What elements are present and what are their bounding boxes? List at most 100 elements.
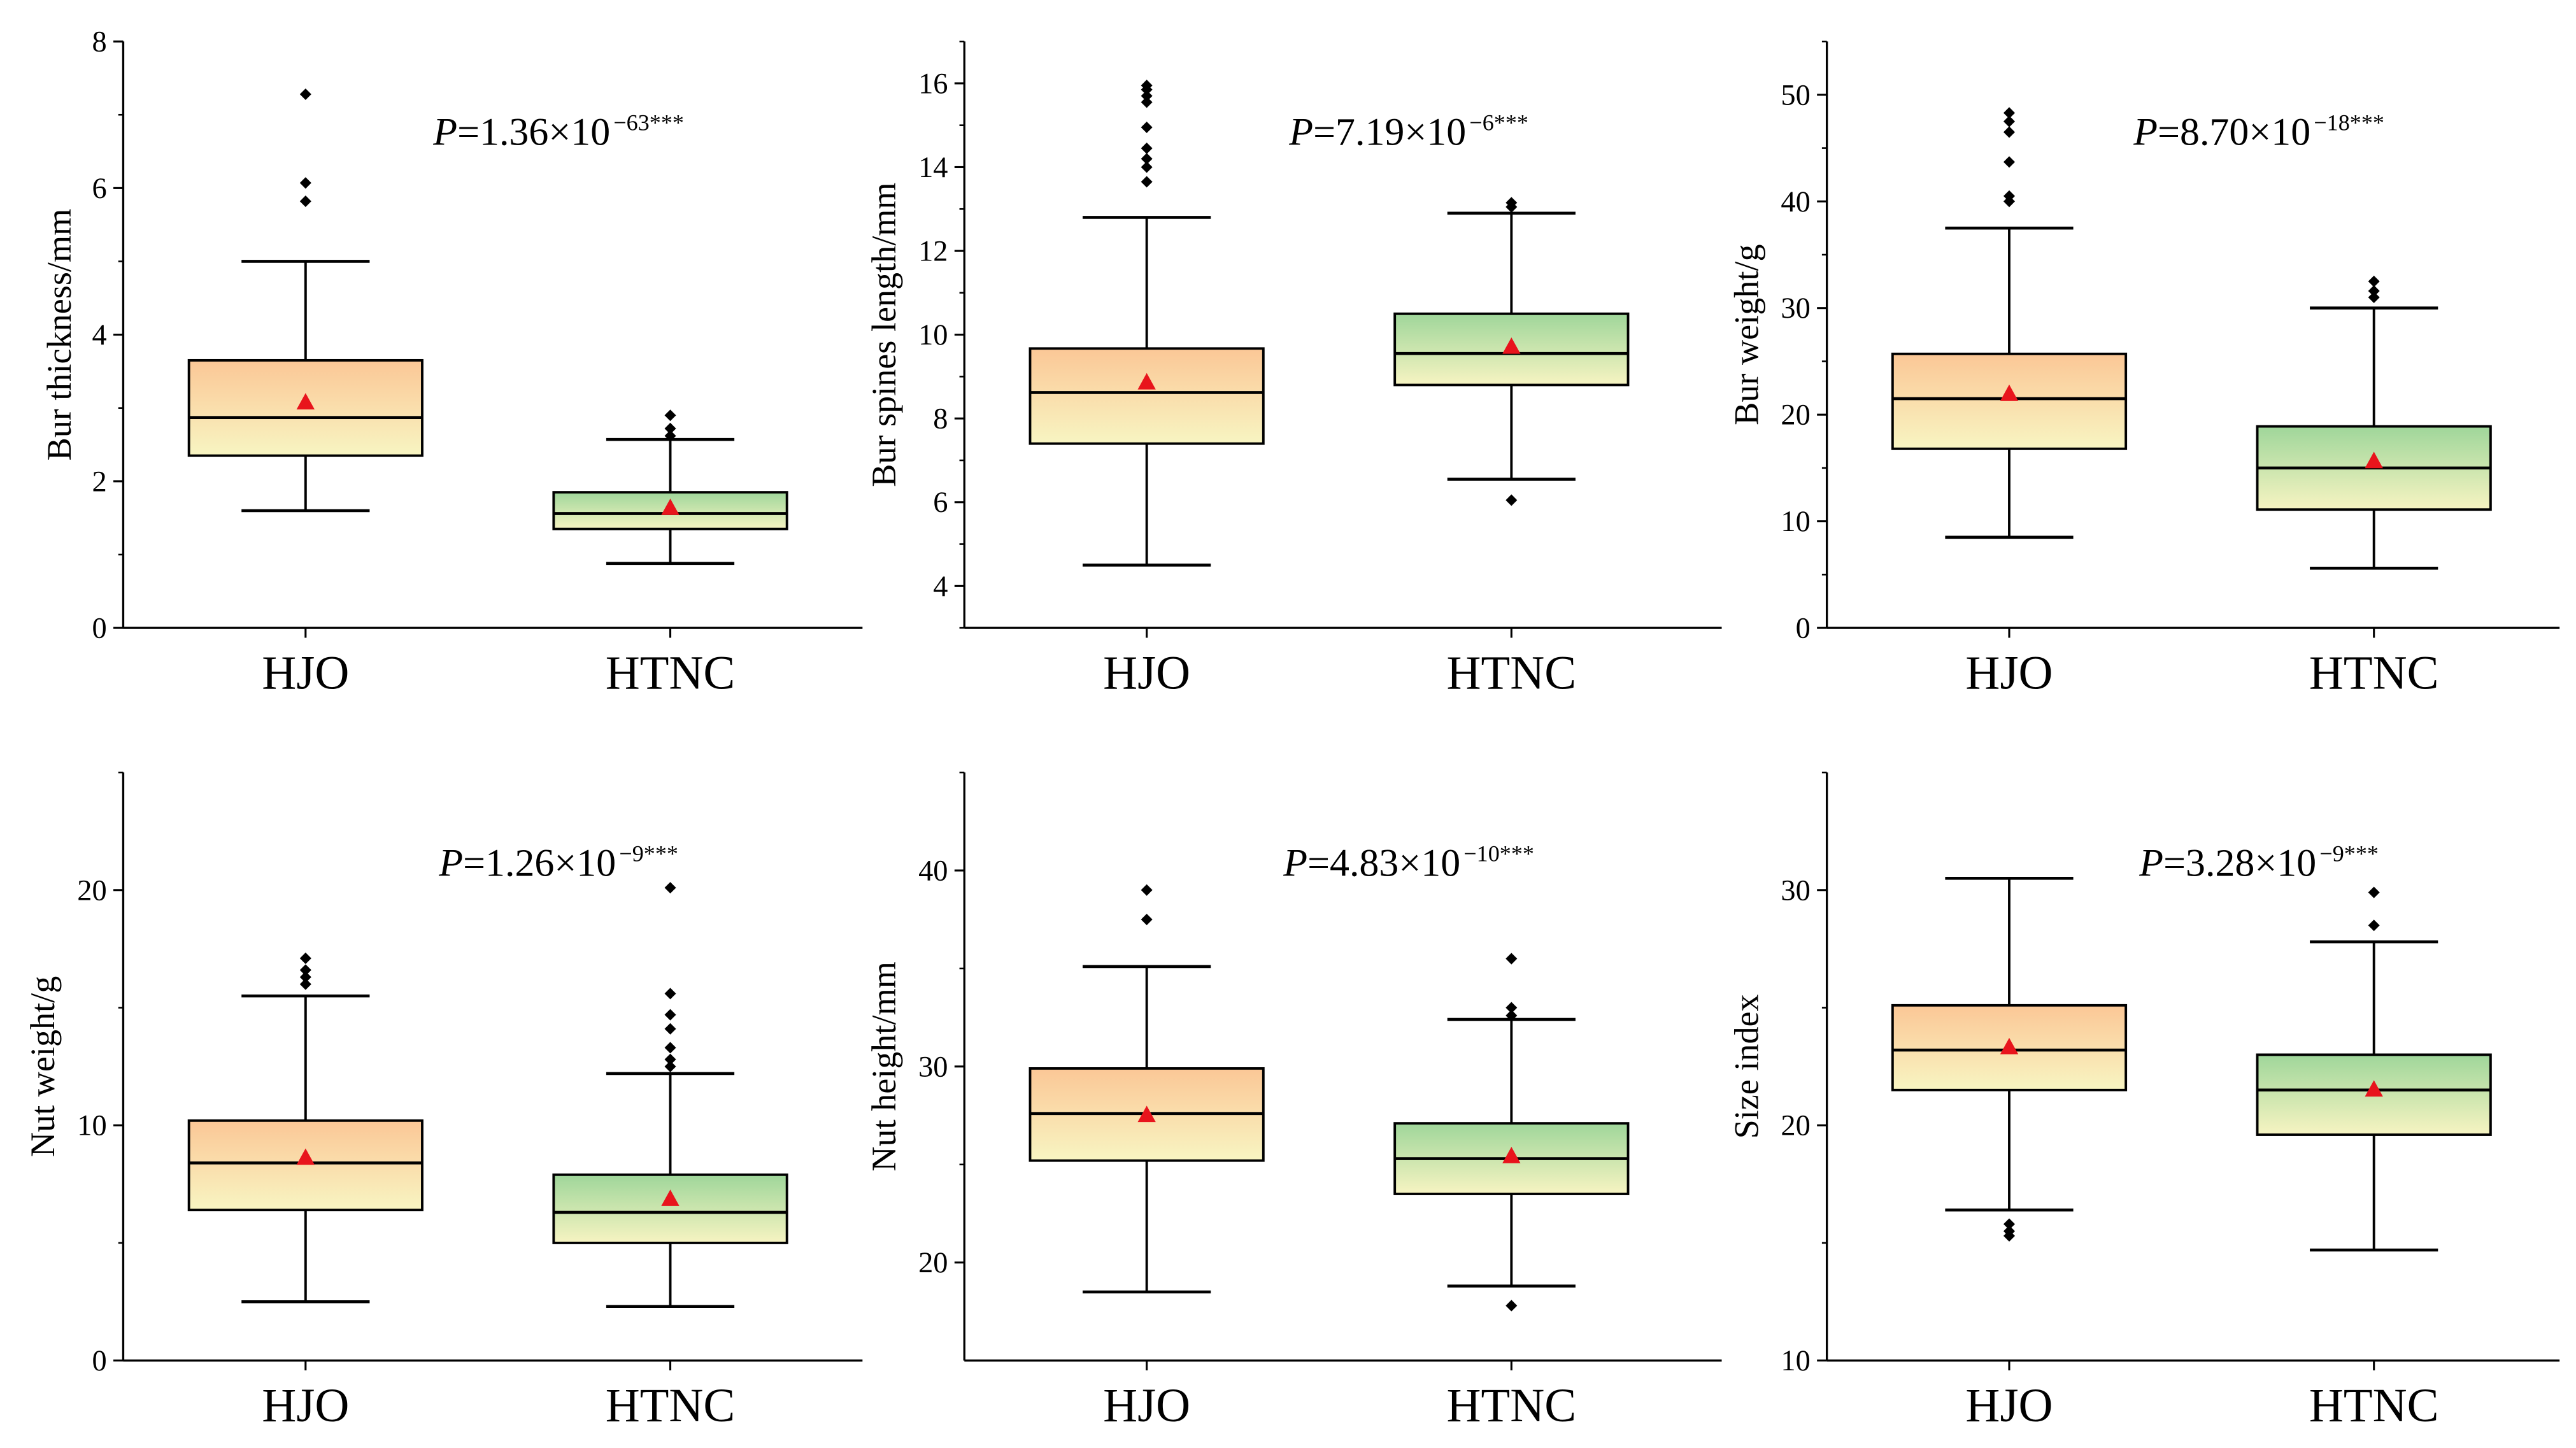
y-axis-label: Size index: [1727, 994, 1765, 1139]
box-hjo: HJO: [187, 952, 423, 1432]
significance-stars: ***: [644, 841, 678, 866]
outlier-point: [299, 964, 311, 976]
y-tick-label: 30: [1781, 292, 1810, 325]
chart-panel-3: 0 10 20 30 40 50 Bur weight/g P=8.70×10 −18*** HJ…: [1727, 40, 2560, 700]
p-value-annotation: P=1.36×10 −63***: [432, 110, 684, 153]
outlier-point: [1505, 1002, 1518, 1014]
outlier-point: [664, 1060, 676, 1072]
p-exponent: −9: [2319, 841, 2344, 866]
outlier-point: [2368, 886, 2380, 898]
outlier-point: [2368, 275, 2380, 287]
outlier-point: [664, 988, 676, 1000]
box-htnc: HTNC: [552, 409, 788, 700]
outlier-point: [1505, 953, 1518, 965]
p-equals: =: [1307, 842, 1330, 885]
y-tick-label: 50: [1781, 79, 1810, 111]
y-tick-label: 2: [92, 465, 106, 498]
outlier-point: [2003, 156, 2016, 168]
y-tick-label: 14: [918, 152, 948, 184]
p-mantissa: 1.36: [480, 111, 548, 154]
iqr-box: [1028, 347, 1265, 445]
outlier-point: [299, 952, 311, 964]
p-times-ten: ×10: [554, 842, 616, 885]
mean-marker: [661, 1189, 680, 1206]
y-tick-label: 10: [918, 319, 948, 351]
p-exponent: −9: [619, 841, 643, 866]
p-label: P: [432, 111, 457, 154]
x-tick-label: HTNC: [2309, 647, 2439, 700]
iqr-box: [1891, 352, 2128, 450]
outlier-point: [2003, 190, 2016, 202]
chart-panel-2: 4 6 8 10 12 14 16 Bur spines length/mm P=7.19×10…: [865, 40, 1722, 700]
p-value-annotation: P=4.83×10 −10***: [1283, 841, 1534, 884]
p-times-ten: ×10: [2254, 842, 2316, 885]
outlier-point: [2003, 126, 2016, 138]
y-tick-label: 6: [933, 486, 948, 519]
y-axis-label: Bur thickness/mm: [40, 209, 78, 461]
mean-marker: [2365, 451, 2383, 469]
outlier-point: [1141, 153, 1153, 165]
mean-marker: [2000, 384, 2019, 401]
outlier-point: [2368, 291, 2380, 304]
p-label: P: [2138, 842, 2163, 885]
p-exponent: −6: [1469, 110, 1493, 135]
x-tick-label: HTNC: [606, 647, 736, 700]
y-tick-label: 4: [933, 571, 948, 603]
p-label: P: [438, 842, 463, 885]
box-hjo: HJO: [1891, 107, 2128, 700]
y-tick-label: 20: [1781, 399, 1810, 432]
significance-stars: ***: [1494, 110, 1528, 135]
y-tick-label: 0: [92, 1345, 106, 1377]
p-equals: =: [1313, 111, 1335, 154]
mean-marker: [1137, 373, 1156, 390]
box-htnc: HTNC: [1393, 197, 1630, 700]
y-tick-label: 4: [92, 319, 106, 351]
y-tick-label: 30: [1781, 874, 1810, 907]
p-equals: =: [2158, 111, 2180, 154]
outlier-point: [2003, 1225, 2016, 1237]
p-exponent: −10: [1463, 841, 1499, 866]
chart-panel-5: 20 30 40 Nut height/mm P=4.83×10 −10*** HJO HTN…: [865, 771, 1722, 1432]
y-tick-label: 20: [77, 874, 106, 907]
x-tick-label: HTNC: [2309, 1379, 2439, 1432]
significance-stars: ***: [2344, 841, 2379, 866]
outlier-point: [1141, 90, 1153, 102]
y-tick-label: 40: [918, 855, 948, 888]
outlier-point: [664, 1023, 676, 1035]
p-label: P: [1288, 111, 1313, 154]
outlier-point: [1141, 884, 1153, 896]
outlier-point: [1141, 176, 1153, 188]
y-tick-label: 10: [77, 1110, 106, 1142]
p-equals: =: [457, 111, 480, 154]
outlier-point: [664, 1042, 676, 1054]
significance-stars: ***: [2350, 110, 2384, 135]
p-mantissa: 4.83: [1330, 842, 1398, 885]
box-hjo: HJO: [1891, 877, 2128, 1432]
outlier-point: [664, 430, 676, 442]
significance-stars: ***: [650, 110, 684, 135]
mean-marker: [2000, 1037, 2019, 1054]
outlier-point: [664, 1053, 676, 1065]
outlier-point: [2368, 919, 2380, 932]
y-tick-label: 10: [1781, 506, 1810, 538]
p-equals: =: [463, 842, 485, 885]
p-exponent: −18: [2314, 110, 2349, 135]
y-axis-label: Nut weight/g: [24, 976, 62, 1157]
y-tick-label: 30: [918, 1051, 948, 1083]
p-value-annotation: P=7.19×10 −6***: [1288, 110, 1528, 153]
p-times-ten: ×10: [2249, 111, 2310, 154]
significance-stars: ***: [1500, 841, 1534, 866]
x-tick-label: HTNC: [1447, 1379, 1577, 1432]
outlier-point: [664, 409, 676, 422]
y-tick-label: 20: [1781, 1110, 1810, 1142]
p-times-ten: ×10: [1398, 842, 1460, 885]
x-tick-label: HJO: [262, 647, 349, 700]
box-htnc: HTNC: [2256, 275, 2492, 700]
y-tick-label: 16: [918, 67, 948, 100]
outlier-point: [299, 177, 311, 189]
mean-marker: [661, 498, 680, 515]
mean-marker: [1502, 1147, 1521, 1163]
box-hjo: HJO: [187, 88, 423, 700]
y-axis-label: Nut height/mm: [865, 962, 903, 1171]
outlier-point: [1505, 494, 1518, 506]
